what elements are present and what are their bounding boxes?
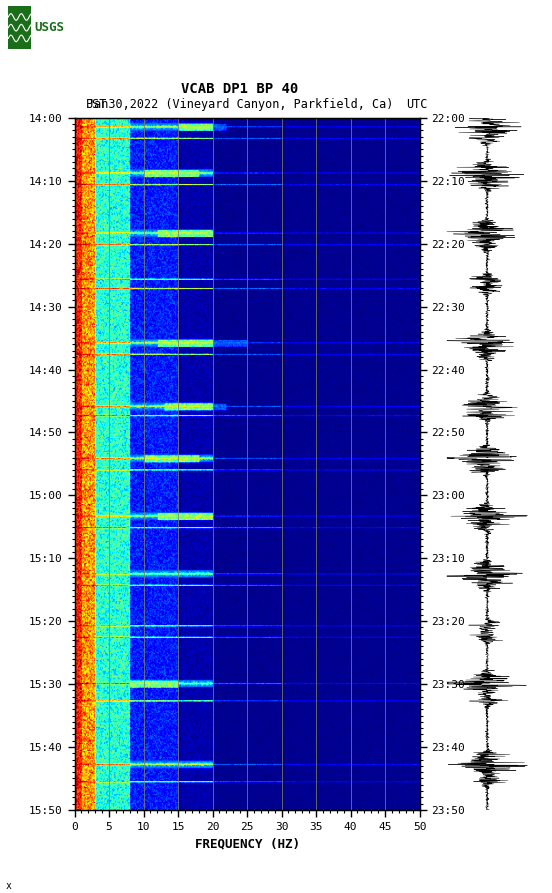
Text: PST: PST: [86, 97, 107, 111]
X-axis label: FREQUENCY (HZ): FREQUENCY (HZ): [194, 838, 300, 850]
Text: UTC: UTC: [406, 97, 427, 111]
Text: Jan30,2022 (Vineyard Canyon, Parkfield, Ca): Jan30,2022 (Vineyard Canyon, Parkfield, …: [87, 97, 394, 111]
Text: VCAB DP1 BP 40: VCAB DP1 BP 40: [182, 81, 299, 96]
Text: USGS: USGS: [34, 21, 64, 34]
Bar: [8, 6, 31, 49]
Text: x: x: [6, 880, 12, 890]
